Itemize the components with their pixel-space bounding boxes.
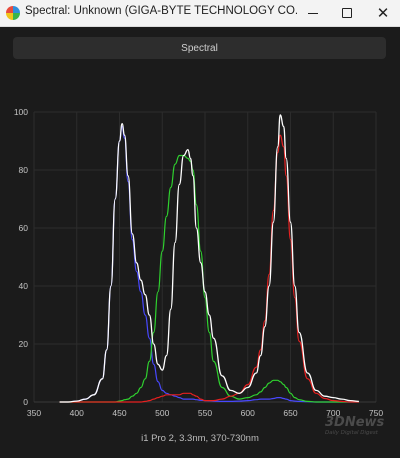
spectral-chart: 0 20 40 60 80 100 350 400 450 500 550 600 650 700 750… [14, 107, 385, 444]
x-tick-labels: 350 400 450 500 550 600 650 700 750 [27, 408, 383, 418]
y-tick-label: 0 [23, 397, 28, 407]
x-tick-label: 550 [198, 408, 212, 418]
y-tick-label: 100 [14, 107, 28, 117]
x-tick-label: 350 [27, 408, 41, 418]
x-tick-label: 600 [241, 408, 255, 418]
y-tick-label: 60 [19, 223, 29, 233]
series-line-2fd22f [59, 154, 359, 403]
x-tick-label: 450 [112, 408, 126, 418]
x-tick-label: 700 [326, 408, 340, 418]
title-bar: Spectral: Unknown (GIGA-BYTE TECHNOLOGY … [0, 0, 400, 27]
maximize-button[interactable] [330, 0, 364, 26]
watermark-tagline: Daily Digital Digest [325, 430, 379, 436]
spectral-button[interactable]: Spectral [13, 37, 386, 59]
watermark-logo: 3DNews [325, 415, 385, 430]
maximize-icon [342, 8, 352, 18]
close-icon: ✕ [376, 3, 390, 22]
x-tick-label: 650 [283, 408, 297, 418]
x-tick-label: 400 [70, 408, 84, 418]
series-line-e82020 [59, 134, 359, 403]
y-tick-label: 40 [19, 281, 29, 291]
chart-grid [33, 111, 377, 403]
minimize-icon [308, 12, 318, 14]
window-title: Spectral: Unknown (GIGA-BYTE TECHNOLOGY … [25, 5, 297, 17]
x-axis-label: i1 Pro 2, 3.3nm, 370-730nm [141, 433, 259, 444]
close-button[interactable]: ✕ [366, 0, 400, 26]
series-line-ffffff [59, 114, 359, 403]
minimize-button[interactable] [296, 0, 330, 26]
app-icon [6, 6, 20, 20]
chart-series [59, 114, 359, 403]
y-tick-label: 20 [19, 339, 29, 349]
y-tick-labels: 0 20 40 60 80 100 [14, 107, 28, 407]
x-tick-label: 750 [369, 408, 383, 418]
y-tick-label: 80 [19, 165, 29, 175]
main-content: Spectral 0 20 40 60 80 100 350 400 450 500 550 600… [0, 27, 400, 458]
x-tick-label: 500 [155, 408, 169, 418]
